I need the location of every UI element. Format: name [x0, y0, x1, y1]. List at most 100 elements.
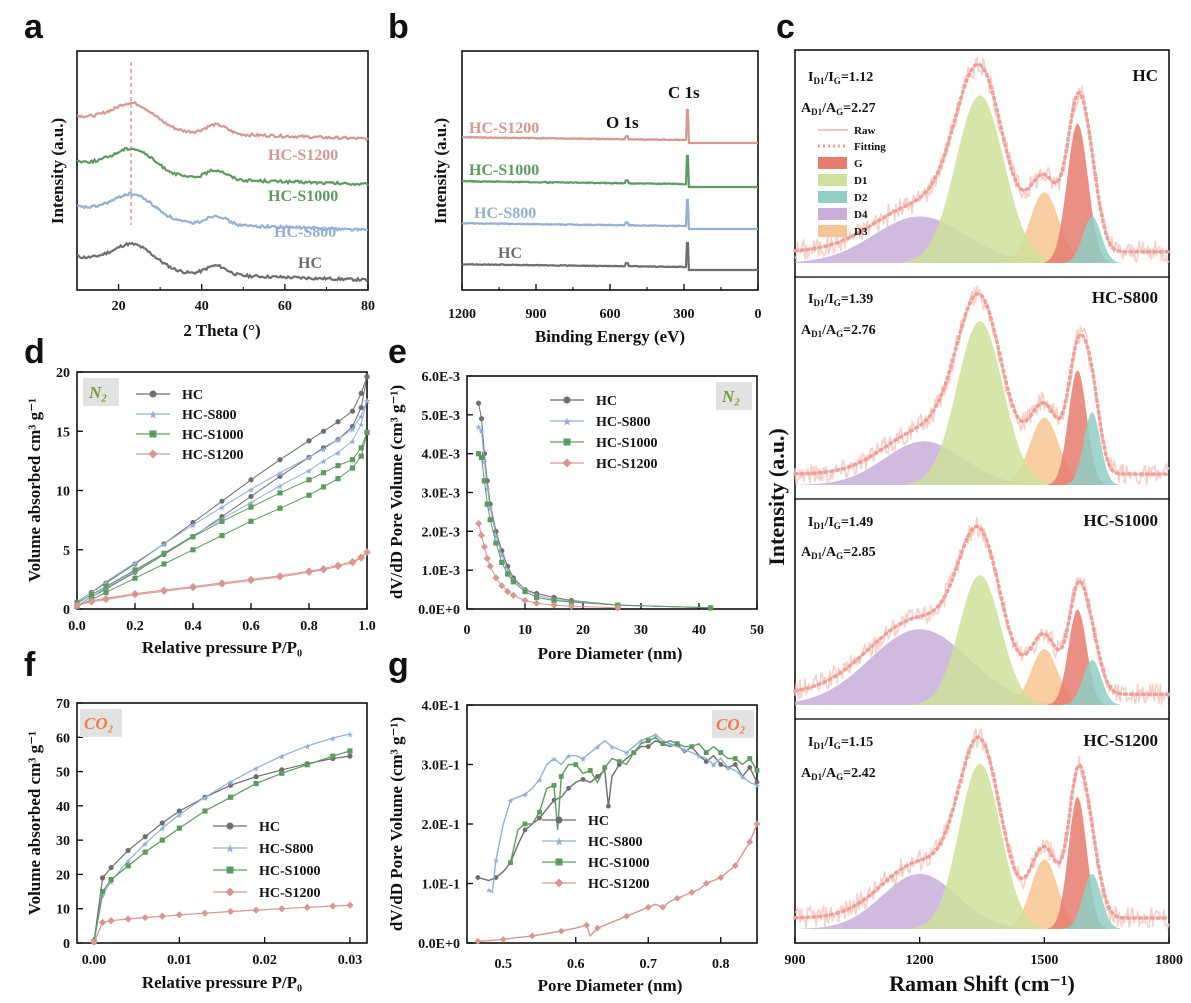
marker-star: ★	[492, 856, 499, 865]
marker-square	[645, 738, 651, 744]
series-line	[93, 733, 351, 942]
marker-circle	[595, 774, 600, 779]
marker-square	[306, 492, 312, 498]
marker-square	[219, 532, 225, 539]
x-axis-label-a: 2 Theta (°)	[183, 321, 260, 340]
ratio-ad-ag: AD1/AG=2.27	[801, 101, 876, 117]
marker-star: ★	[189, 520, 197, 530]
marker-diamond	[673, 894, 681, 902]
series-group-b	[461, 108, 758, 272]
panel-label-c: c	[776, 8, 795, 46]
y-tick-label: 3.0E-3	[422, 487, 461, 502]
marker-circle	[108, 864, 114, 871]
x-ticks-b: 1200 900 600 300 0	[448, 284, 762, 322]
y-tick-label: 10	[56, 903, 70, 918]
marker-diamond	[305, 567, 313, 575]
y-tick-label: 4.0E-1	[422, 699, 461, 714]
marker-star: ★	[124, 856, 132, 866]
fit-peak-d1	[906, 321, 1054, 485]
marker-star: ★	[623, 749, 630, 758]
marker-star: ★	[637, 737, 644, 746]
y-tick-label: 60	[56, 731, 70, 746]
plot-frame-f	[76, 702, 368, 944]
legend-label: HC	[259, 820, 280, 835]
gas-badge-e	[716, 382, 752, 410]
marker-square	[277, 505, 283, 511]
marker-diamond	[498, 582, 506, 590]
gas-badge-d	[83, 378, 119, 406]
marker-diamond	[175, 911, 183, 919]
marker-diamond	[550, 601, 558, 609]
marker-diamond	[334, 561, 342, 569]
marker-diamond	[753, 820, 761, 828]
x-axis-label-g: Pore Diameter (nm)	[538, 976, 683, 995]
axes-d: 0.0 0.2 0.4 0.6 0.8 1.0 0 5 10 15 20	[56, 366, 376, 634]
marker-star: ★	[276, 481, 284, 491]
marker-star: ★	[478, 426, 486, 436]
x-tick-label: 40	[692, 623, 706, 638]
marker-star: ★	[176, 810, 184, 820]
marker-square	[330, 753, 336, 759]
marker-star: ★	[131, 558, 139, 568]
marker-circle	[248, 493, 254, 500]
marker-diamond	[319, 565, 328, 573]
series-label-HC-S1200-b: HC-S1200	[469, 120, 539, 137]
marker-square	[349, 457, 356, 463]
legend-label: D4	[854, 209, 868, 221]
marker-star: ★	[252, 764, 260, 774]
marker-square	[551, 597, 557, 604]
marker-square	[537, 809, 542, 815]
marker-square	[616, 759, 622, 764]
legend-swatch-d4	[818, 208, 847, 220]
marker-star: ★	[481, 457, 489, 467]
ratio-id-ig: ID1/IG=1.49	[808, 515, 873, 531]
marker-diamond	[98, 918, 107, 927]
marker-diamond	[107, 917, 115, 925]
legend-f: HC ★ HC-S800 HC-S1000 HC-S1200	[213, 820, 320, 901]
marker-diamond	[303, 903, 311, 911]
x-tick-label: 0.4	[184, 619, 202, 634]
marker-circle	[358, 390, 364, 396]
marker-diamond	[189, 582, 197, 591]
x-tick-label: 0	[464, 623, 471, 638]
marker-square	[219, 518, 225, 524]
marker-square	[534, 594, 540, 600]
x-tick-label: 0	[755, 307, 762, 322]
y-axis-label-c: Intensity (a.u.)	[764, 428, 789, 566]
marker-star: ★	[486, 504, 494, 514]
panel-label-f: f	[24, 646, 36, 684]
x-ticks-a: 20 40 60 80	[112, 284, 375, 314]
fit-peak-d1	[913, 575, 1047, 705]
x-tick-label: 1500	[1030, 953, 1058, 968]
marker-square	[703, 750, 709, 755]
marker-diamond	[731, 862, 739, 870]
raman-subplot	[793, 55, 1171, 265]
y-tick-label: 0.0E+0	[418, 937, 460, 952]
fit-peak-d2	[1062, 660, 1122, 705]
legend-label: HC-S800	[259, 842, 313, 857]
marker-diamond	[562, 458, 572, 468]
x-tick-label: 0.6	[242, 619, 260, 634]
marker-square	[493, 540, 499, 546]
marker-circle	[227, 782, 234, 788]
x-tick-label: 80	[361, 299, 375, 314]
legend-e: HC ★ HC-S800 HC-S1000 HC-S1200	[550, 394, 657, 472]
marker-square	[176, 825, 182, 831]
marker-circle	[125, 847, 131, 854]
marker-square	[103, 583, 109, 590]
marker-square	[754, 768, 760, 773]
series-line	[461, 241, 758, 272]
series-line	[93, 904, 350, 943]
marker-circle	[335, 419, 341, 425]
marker-star: ★	[608, 743, 615, 752]
marker-circle	[159, 820, 165, 826]
legend-label: Fitting	[854, 141, 886, 153]
marker-star: ★	[565, 752, 572, 761]
panel-label-e: e	[388, 333, 407, 371]
marker-circle	[253, 774, 259, 780]
marker-square	[304, 762, 310, 768]
raw-spectrum	[794, 285, 1170, 486]
marker-square	[103, 589, 109, 596]
marker-star: ★	[710, 761, 717, 770]
marker-star: ★	[346, 729, 354, 739]
